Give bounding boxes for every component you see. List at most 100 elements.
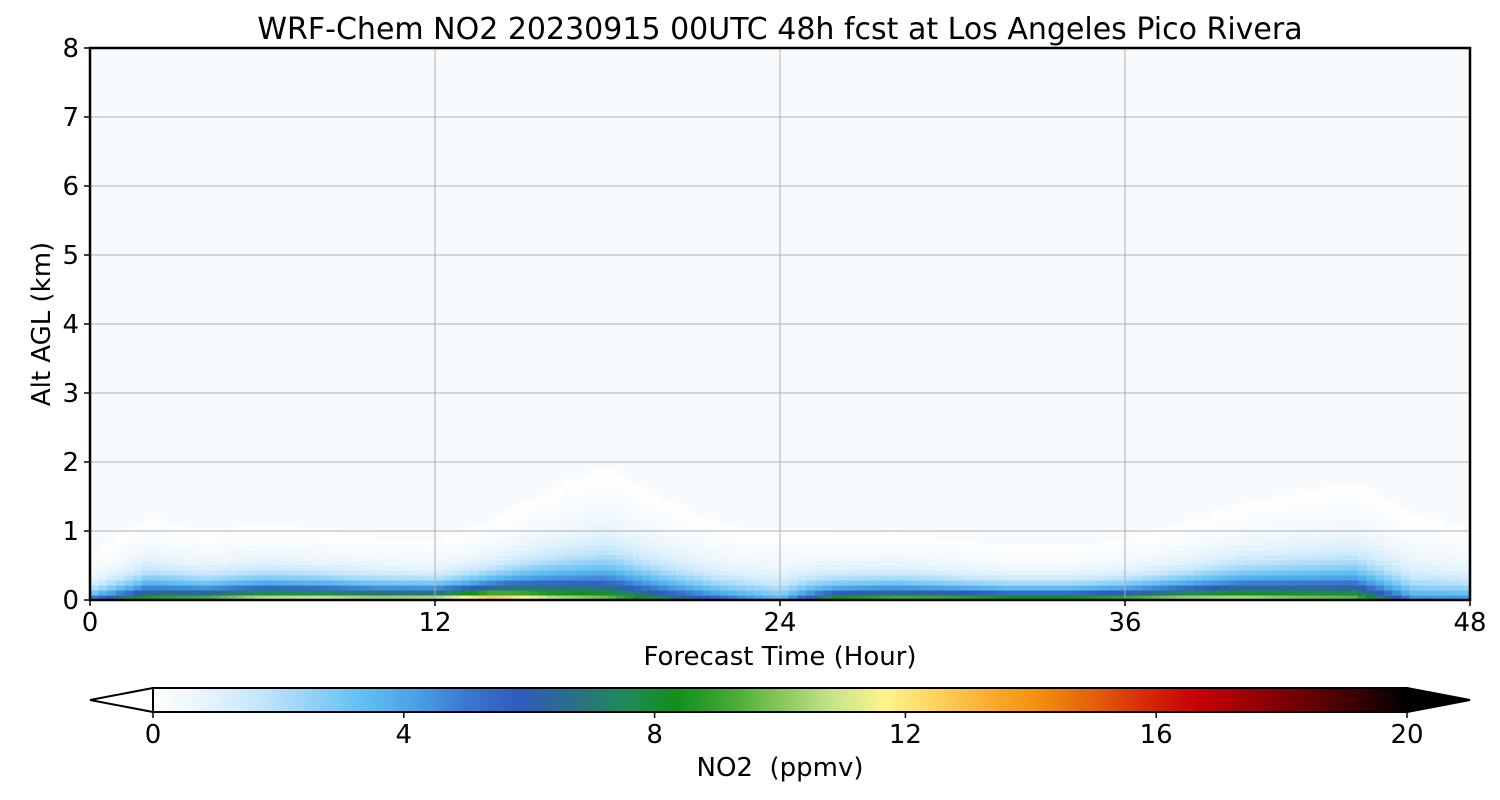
heatmap-cell	[1349, 554, 1359, 561]
heatmap-cell	[167, 579, 177, 586]
heatmap-cell	[547, 589, 557, 596]
heatmap-cell	[538, 569, 548, 576]
heatmap-cell	[857, 584, 867, 591]
heatmap-cell	[107, 579, 117, 586]
heatmap-cell	[1254, 574, 1264, 581]
heatmap-cell	[547, 494, 557, 501]
heatmap-cell	[642, 494, 652, 501]
heatmap-cell	[1314, 509, 1324, 516]
heatmap-cell	[1064, 574, 1074, 581]
heatmap-cell	[1426, 529, 1437, 536]
heatmap-cell	[245, 574, 255, 581]
heatmap-cell	[1340, 569, 1350, 576]
heatmap-cell	[1056, 544, 1066, 551]
heatmap-cell	[538, 539, 548, 546]
heatmap-cell	[969, 584, 979, 591]
heatmap-cell	[685, 584, 695, 591]
heatmap-cell	[754, 554, 764, 561]
heatmap-cell	[478, 589, 488, 596]
heatmap-cell	[805, 579, 816, 586]
heatmap-cell	[1357, 589, 1368, 596]
heatmap-cell	[564, 529, 574, 536]
heatmap-cell	[1392, 509, 1402, 516]
heatmap-cell	[797, 544, 807, 551]
heatmap-cell	[331, 559, 341, 566]
heatmap-cell	[1271, 559, 1281, 566]
heatmap-cell	[1375, 579, 1385, 586]
heatmap-cell	[676, 544, 686, 551]
heatmap-cell	[331, 564, 341, 571]
heatmap-cell	[650, 574, 660, 581]
heatmap-cell	[176, 589, 186, 596]
heatmap-cell	[1426, 559, 1437, 566]
heatmap-cell	[297, 534, 307, 541]
heatmap-cell	[1271, 529, 1281, 536]
heatmap-cell	[1435, 584, 1445, 591]
heatmap-cell	[228, 574, 238, 581]
heatmap-cell	[1004, 544, 1014, 551]
heatmap-cell	[435, 584, 445, 591]
heatmap-cell	[969, 579, 979, 586]
heatmap-cell	[1176, 584, 1186, 591]
heatmap-cell	[555, 559, 565, 566]
heatmap-cell	[555, 534, 565, 541]
heatmap-cell	[555, 544, 565, 551]
heatmap-cell	[607, 534, 617, 541]
heatmap-cell	[564, 544, 574, 551]
heatmap-cell	[1366, 584, 1376, 591]
heatmap-cell	[1349, 509, 1359, 516]
heatmap-cell	[417, 559, 427, 566]
heatmap-cell	[1142, 594, 1152, 600]
heatmap-cell	[987, 544, 997, 551]
heatmap-cell	[693, 539, 703, 546]
heatmap-cell	[538, 579, 548, 586]
heatmap-cell	[1314, 499, 1324, 506]
heatmap-cell	[918, 559, 928, 566]
heatmap-cell	[426, 589, 436, 596]
heatmap-cell	[1254, 569, 1264, 576]
heatmap-cell	[685, 514, 695, 521]
heatmap-cell	[728, 549, 738, 556]
heatmap-cell	[452, 544, 462, 551]
heatmap-cell	[1219, 589, 1230, 596]
heatmap-cell	[219, 589, 229, 596]
heatmap-cell	[1150, 579, 1161, 586]
heatmap-cell	[236, 574, 246, 581]
heatmap-cell	[831, 594, 841, 600]
heatmap-cell	[184, 534, 195, 541]
heatmap-cell	[236, 584, 246, 591]
heatmap-cell	[262, 594, 272, 600]
heatmap-cell	[124, 584, 134, 591]
heatmap-cell	[987, 564, 997, 571]
heatmap-cell	[1357, 539, 1368, 546]
heatmap-cell	[1142, 564, 1152, 571]
heatmap-cell	[400, 584, 410, 591]
heatmap-cell	[400, 569, 410, 576]
heatmap-cell	[1314, 584, 1324, 591]
heatmap-cell	[874, 589, 885, 596]
heatmap-cell	[1116, 569, 1126, 576]
heatmap-cell	[529, 514, 540, 521]
heatmap-cell	[754, 564, 764, 571]
heatmap-cell	[616, 499, 626, 506]
heatmap-cell	[340, 589, 350, 596]
heatmap-cell	[357, 544, 367, 551]
heatmap-cell	[469, 564, 479, 571]
heatmap-cell	[1392, 579, 1402, 586]
heatmap-cell	[693, 594, 703, 600]
heatmap-cell	[1254, 589, 1264, 596]
heatmap-cell	[159, 589, 169, 596]
heatmap-cell	[115, 594, 126, 600]
heatmap-cell	[167, 569, 177, 576]
heatmap-cell	[1185, 534, 1195, 541]
heatmap-cell	[262, 539, 272, 546]
heatmap-cell	[1219, 574, 1230, 581]
heatmap-cell	[133, 544, 143, 551]
heatmap-cell	[1409, 524, 1419, 531]
heatmap-cell	[219, 574, 229, 581]
heatmap-cell	[1401, 524, 1411, 531]
heatmap-cell	[780, 589, 790, 596]
heatmap-cell	[1383, 524, 1393, 531]
heatmap-cell	[961, 569, 971, 576]
heatmap-cell	[1047, 564, 1057, 571]
